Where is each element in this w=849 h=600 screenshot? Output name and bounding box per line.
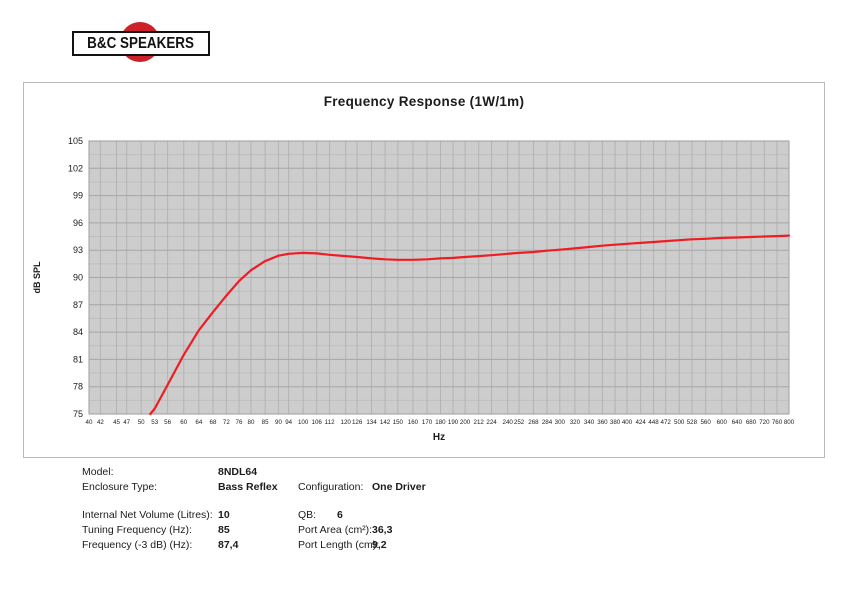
spec-rows-bottom: Internal Net Volume (Litres): 10 QB: 6 T…	[82, 509, 642, 554]
svg-text:72: 72	[223, 419, 230, 426]
svg-text:472: 472	[661, 419, 672, 426]
svg-text:600: 600	[717, 419, 728, 426]
svg-text:99: 99	[73, 191, 83, 201]
svg-text:224: 224	[486, 419, 497, 426]
svg-text:80: 80	[248, 419, 255, 426]
svg-text:93: 93	[73, 245, 83, 255]
svg-text:60: 60	[180, 419, 187, 426]
spec-label: Port Area (cm²):	[298, 524, 373, 536]
svg-text:Hz: Hz	[433, 432, 445, 443]
svg-text:78: 78	[73, 382, 83, 392]
svg-text:400: 400	[622, 419, 633, 426]
spec-rows-top: Model: 8NDL64 Enclosure Type: Bass Refle…	[82, 466, 642, 496]
spec-value: 36,3	[372, 524, 393, 536]
svg-text:142: 142	[380, 419, 391, 426]
svg-text:800: 800	[784, 419, 795, 426]
svg-text:81: 81	[73, 354, 83, 364]
svg-text:45: 45	[113, 419, 120, 426]
svg-text:47: 47	[123, 419, 130, 426]
svg-text:320: 320	[570, 419, 581, 426]
svg-text:448: 448	[648, 419, 659, 426]
svg-text:160: 160	[408, 419, 419, 426]
spec-value: 85	[218, 524, 230, 536]
spec-label: Model:	[82, 466, 114, 478]
svg-text:640: 640	[732, 419, 743, 426]
svg-text:120: 120	[341, 419, 352, 426]
svg-text:134: 134	[366, 419, 377, 426]
spec-label: Enclosure Type:	[82, 481, 158, 493]
svg-text:53: 53	[151, 419, 158, 426]
spec-value: One Driver	[372, 481, 426, 493]
svg-text:56: 56	[164, 419, 171, 426]
svg-text:106: 106	[312, 419, 323, 426]
spec-row-tuning: Tuning Frequency (Hz): 85 Port Area (cm²…	[82, 524, 642, 539]
svg-text:150: 150	[393, 419, 404, 426]
svg-text:720: 720	[759, 419, 770, 426]
logo-box: B&C SPEAKERS	[72, 31, 210, 56]
chart-title: Frequency Response (1W/1m)	[323, 94, 525, 109]
spec-label: QB:	[298, 509, 317, 521]
svg-text:90: 90	[73, 273, 83, 283]
svg-text:50: 50	[138, 419, 145, 426]
svg-text:284: 284	[542, 419, 553, 426]
svg-text:200: 200	[460, 419, 471, 426]
logo-text: B&C SPEAKERS	[87, 34, 195, 52]
svg-text:84: 84	[73, 327, 83, 337]
svg-text:112: 112	[325, 419, 335, 426]
svg-text:300: 300	[555, 419, 566, 426]
svg-text:68: 68	[210, 419, 217, 426]
svg-text:87: 87	[73, 300, 83, 310]
svg-text:500: 500	[674, 419, 685, 426]
svg-text:560: 560	[700, 419, 711, 426]
spec-label: Tuning Frequency (Hz):	[82, 524, 192, 536]
spec-label: Port Length (cm):	[298, 539, 380, 551]
svg-text:240: 240	[503, 419, 514, 426]
spec-value: 10	[218, 509, 230, 521]
chart-panel: Frequency Response (1W/1m) 105 102 99 96 93 9…	[23, 82, 825, 458]
svg-text:180: 180	[435, 419, 446, 426]
svg-text:680: 680	[746, 419, 757, 426]
bc-speakers-logo: B&C SPEAKERS	[70, 20, 220, 66]
svg-text:40: 40	[86, 419, 93, 426]
svg-text:102: 102	[68, 163, 83, 173]
svg-text:212: 212	[474, 419, 485, 426]
svg-text:126: 126	[352, 419, 363, 426]
svg-text:528: 528	[687, 419, 698, 426]
spec-row-model: Model: 8NDL64	[82, 466, 642, 481]
svg-text:85: 85	[262, 419, 269, 426]
spec-value: 8NDL64	[218, 466, 258, 478]
svg-text:42: 42	[97, 419, 104, 426]
svg-text:dB SPL: dB SPL	[32, 261, 42, 294]
svg-text:424: 424	[635, 419, 646, 426]
spec-value: 9,2	[372, 539, 387, 551]
spec-row-volume: Internal Net Volume (Litres): 10 QB: 6	[82, 509, 642, 524]
spec-label: Frequency (-3 dB) (Hz):	[82, 539, 193, 551]
spec-value: 87,4	[218, 539, 239, 551]
spec-value: Bass Reflex	[218, 481, 278, 493]
spec-row-enclosure: Enclosure Type: Bass Reflex Configuratio…	[82, 481, 642, 496]
svg-text:170: 170	[422, 419, 433, 426]
spec-label: Internal Net Volume (Litres):	[82, 509, 213, 521]
svg-text:252: 252	[514, 419, 525, 426]
svg-text:76: 76	[236, 419, 243, 426]
svg-text:96: 96	[73, 218, 83, 228]
svg-text:360: 360	[597, 419, 608, 426]
svg-text:268: 268	[528, 419, 539, 426]
spec-label: Configuration:	[298, 481, 364, 493]
svg-text:64: 64	[195, 419, 202, 426]
svg-text:94: 94	[285, 419, 292, 426]
spec-table: Model: 8NDL64 Enclosure Type: Bass Refle…	[82, 466, 642, 554]
svg-text:105: 105	[68, 136, 83, 146]
svg-text:100: 100	[298, 419, 309, 426]
svg-text:190: 190	[448, 419, 459, 426]
svg-text:380: 380	[610, 419, 621, 426]
svg-text:760: 760	[772, 419, 783, 426]
svg-text:340: 340	[584, 419, 595, 426]
spec-value: 6	[337, 509, 343, 521]
svg-text:75: 75	[73, 409, 83, 419]
spec-row-f3: Frequency (-3 dB) (Hz): 87,4 Port Length…	[82, 539, 642, 554]
svg-text:90: 90	[275, 419, 282, 426]
